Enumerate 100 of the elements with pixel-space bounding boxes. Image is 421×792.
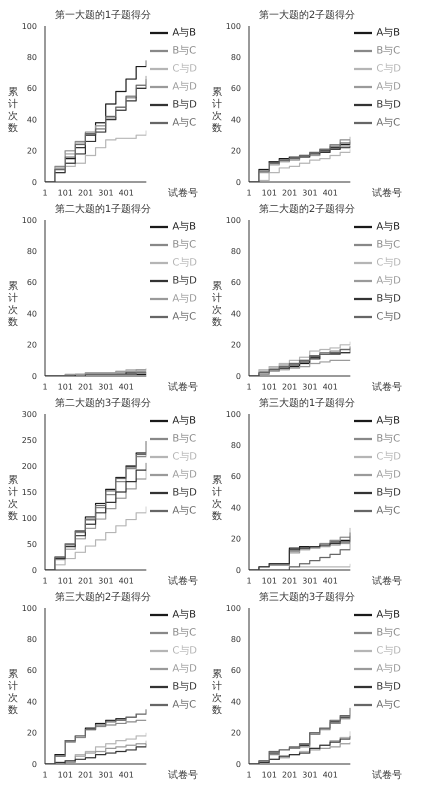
legend-label: B与C [172,46,196,57]
x-axis-title: 试卷号 [372,768,402,782]
x-tick-label: 201 [78,188,94,198]
y-tick-label: 0 [236,566,241,575]
x-axis-title: 试卷号 [372,380,402,394]
y-tick-label: 20 [26,146,37,156]
legend-label: A与D [172,664,197,675]
chart-title: 第三大题的2子题得分 [54,590,152,604]
x-tick-label: 401 [322,770,338,780]
y-tick-label: 100 [226,216,241,225]
x-tick-label: 1 [246,382,252,392]
y-axis-title: 累计次数 [8,281,19,329]
legend-label: B与C [172,240,196,251]
y-tick-label: 80 [26,53,37,62]
legend-label: A与B [172,222,196,233]
y-tick-label: 20 [230,534,241,544]
chart-title: 第二大题的1子题得分 [54,202,152,216]
legend-label: C与D [172,646,197,657]
x-tick-label: 201 [282,576,298,586]
y-tick-label: 80 [26,635,37,644]
y-tick-label: 60 [230,278,241,288]
x-tick-label: 401 [118,382,134,392]
x-tick-label: 1 [42,576,48,586]
y-tick-label: 60 [230,666,241,676]
legend-label: B与C [172,628,196,639]
legend-label: B与D [376,100,401,111]
y-tick-label: 250 [22,436,37,445]
y-tick-label: 150 [22,488,37,497]
x-tick-label: 401 [118,576,134,586]
x-tick-label: 301 [302,382,318,392]
legend-label: B与D [172,488,197,499]
y-tick-label: 80 [230,247,241,256]
y-tick-label: 200 [22,462,37,471]
legend-label: A与D [376,470,401,481]
x-tick-label: 401 [118,188,134,198]
y-tick-label: 60 [26,84,37,94]
y-tick-label: 60 [230,472,241,482]
x-axis-title: 试卷号 [168,186,198,200]
x-axis-title: 试卷号 [372,574,402,588]
y-tick-label: 0 [236,760,241,769]
legend-label: B与C [376,628,400,639]
legend-label: A与B [376,28,400,39]
legend-label: A与D [172,470,197,481]
legend-label: A与D [376,276,401,287]
y-tick-label: 0 [32,566,37,575]
y-axis-title: 累计次数 [212,281,223,329]
x-tick-label: 1 [42,188,48,198]
y-tick-label: 60 [26,278,37,288]
legend-label: B与C [376,240,400,251]
y-tick-label: 100 [22,604,37,613]
y-tick-label: 80 [230,53,241,62]
chart-title: 第一大题的1子题得分 [54,8,152,22]
y-tick-label: 0 [32,178,37,187]
legend-label: B与D [376,682,401,693]
x-tick-label: 201 [78,382,94,392]
legend-label: A与B [172,28,196,39]
y-tick-label: 80 [230,635,241,644]
y-tick-label: 50 [26,540,37,549]
y-tick-label: 40 [230,309,241,318]
x-tick-label: 401 [322,382,338,392]
y-tick-label: 40 [26,115,37,124]
legend-label: C与D [376,312,401,323]
y-tick-label: 40 [26,697,37,706]
x-tick-label: 401 [118,770,134,780]
legend-label: B与C [376,434,400,445]
y-tick-label: 60 [26,666,37,676]
y-axis-title: 累计次数 [212,87,223,135]
legend-label: B与D [172,100,197,111]
x-axis-title: 试卷号 [168,768,198,782]
x-axis-title: 试卷号 [168,574,198,588]
x-tick-label: 101 [58,188,73,198]
legend-label: A与C [172,700,196,711]
legend-label: C与D [376,258,401,269]
y-tick-label: 0 [32,372,37,381]
y-tick-label: 100 [22,22,37,31]
y-axis-title: 累计次数 [212,669,223,717]
legend-label: B与C [376,46,400,57]
y-tick-label: 20 [230,146,241,156]
x-tick-label: 101 [262,770,277,780]
chart-title: 第三大题的1子题得分 [258,396,356,410]
y-tick-label: 20 [230,340,241,350]
x-tick-label: 301 [98,382,114,392]
legend-label: A与B [376,416,400,427]
x-tick-label: 201 [78,770,94,780]
chart-title: 第三大题的3子题得分 [258,590,356,604]
x-tick-label: 201 [282,188,298,198]
legend-label: A与C [376,700,400,711]
y-tick-label: 100 [226,604,241,613]
y-tick-label: 80 [26,247,37,256]
legend-label: A与B [376,610,400,621]
x-tick-label: 101 [262,576,277,586]
y-tick-label: 40 [26,309,37,318]
legend-label: A与B [172,416,196,427]
y-tick-label: 0 [236,178,241,187]
x-tick-label: 401 [322,188,338,198]
legend-label: B与D [376,488,401,499]
x-tick-label: 301 [302,770,318,780]
legend-label: A与D [172,82,197,93]
y-tick-label: 20 [26,340,37,350]
legend-label: A与C [376,506,400,517]
